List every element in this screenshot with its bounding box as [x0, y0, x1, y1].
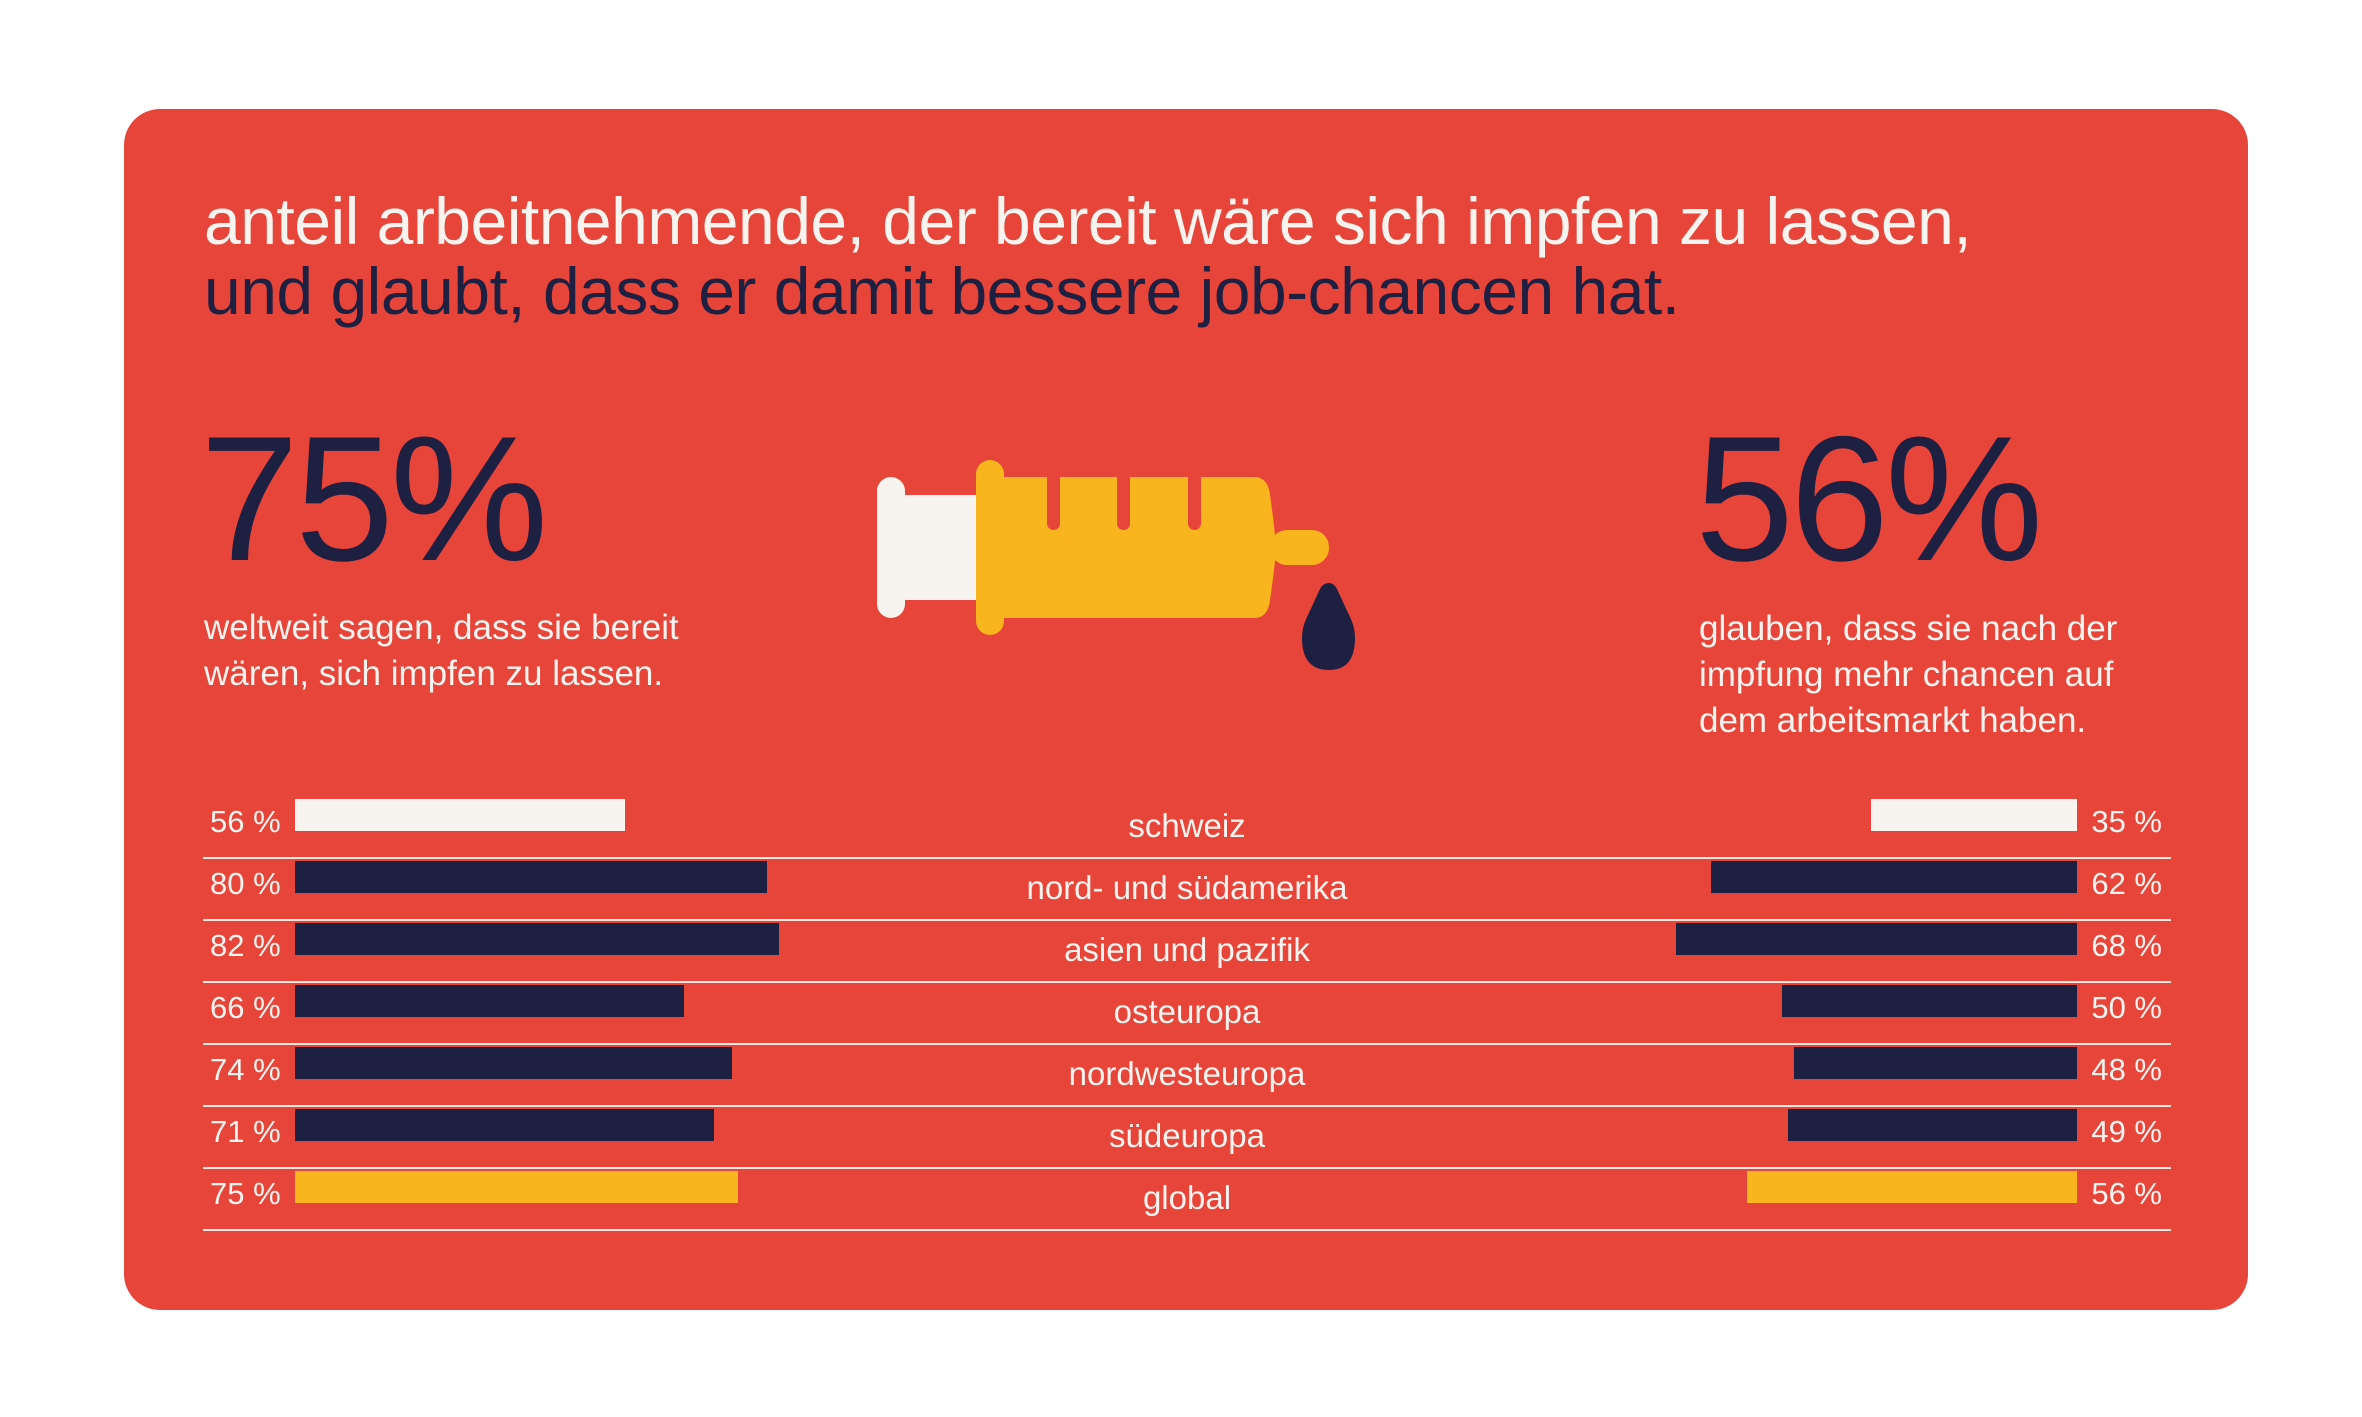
right-value-label: 49 %: [2091, 1114, 2162, 1149]
drop-icon: [1302, 583, 1355, 670]
title-line-1: anteil arbeitnehmende, der bereit wäre s…: [204, 184, 1972, 258]
left-value-label: 80 %: [210, 866, 281, 901]
title-line-2: und glaubt, dass er damit bessere job-ch…: [204, 254, 1680, 328]
right-bar: [1787, 1109, 2077, 1141]
right-value-label: 62 %: [2091, 866, 2162, 901]
left-value-label: 82 %: [210, 928, 281, 963]
left-bar: [295, 861, 767, 893]
left-stat-value: 75%: [200, 399, 548, 598]
category-label: nord- und südamerika: [1026, 869, 1348, 906]
category-label: nordwesteuropa: [1068, 1055, 1306, 1092]
category-label: südeuropa: [1109, 1117, 1265, 1154]
left-value-label: 75 %: [210, 1176, 281, 1211]
left-bar: [295, 1171, 738, 1203]
right-value-label: 35 %: [2091, 804, 2162, 839]
table-row: 74 % nordwesteuropa 48 %: [203, 1043, 2171, 1107]
table-row: 82 % asien und pazifik 68 %: [203, 919, 2171, 983]
right-value-label: 56 %: [2091, 1176, 2162, 1211]
left-bar: [295, 923, 779, 955]
right-value-label: 50 %: [2091, 990, 2162, 1025]
table-row: 75 % global 56 %: [203, 1167, 2171, 1231]
left-bar: [295, 1047, 732, 1079]
text-line: impfung mehr chancen auf: [1699, 655, 2114, 694]
category-label: asien und pazifik: [1064, 931, 1310, 968]
right-bar: [1675, 923, 2077, 955]
table-row: 80 % nord- und südamerika 62 %: [203, 857, 2171, 921]
table-row: 66 % osteuropa 50 %: [203, 981, 2171, 1045]
left-value-label: 74 %: [210, 1052, 281, 1087]
right-value-label: 48 %: [2091, 1052, 2162, 1087]
right-bar: [1793, 1047, 2077, 1079]
right-bar: [1746, 1171, 2077, 1203]
title: anteil arbeitnehmende, der bereit wäre s…: [204, 184, 1972, 328]
category-label: global: [1142, 1179, 1232, 1216]
left-value-label: 56 %: [210, 804, 281, 839]
left-bar: [295, 1109, 714, 1141]
right-stat-text: glauben, dass sie nach der impfung mehr …: [1699, 606, 2117, 744]
category-label: osteuropa: [1113, 993, 1261, 1030]
text-line: dem arbeitsmarkt haben.: [1699, 701, 2087, 740]
left-bar: [295, 985, 685, 1017]
right-value-label: 68 %: [2091, 928, 2162, 963]
text-line: weltweit sagen, dass sie bereit: [204, 608, 679, 647]
category-label: schweiz: [1128, 807, 1246, 844]
table-row: 56 % schweiz 35 %: [203, 795, 2171, 859]
left-value-label: 66 %: [210, 990, 281, 1025]
right-bar: [1711, 861, 2077, 893]
right-bar: [1870, 799, 2077, 831]
right-bar: [1782, 985, 2077, 1017]
left-bar: [295, 799, 626, 831]
right-stat-value: 56%: [1695, 399, 2043, 598]
text-line: glauben, dass sie nach der: [1699, 609, 2118, 648]
left-stat-text: weltweit sagen, dass sie bereit wären, s…: [204, 605, 679, 697]
table-row: 71 % südeuropa 49 %: [203, 1105, 2171, 1169]
text-line: wären, sich impfen zu lassen.: [204, 654, 664, 693]
left-value-label: 71 %: [210, 1114, 281, 1149]
